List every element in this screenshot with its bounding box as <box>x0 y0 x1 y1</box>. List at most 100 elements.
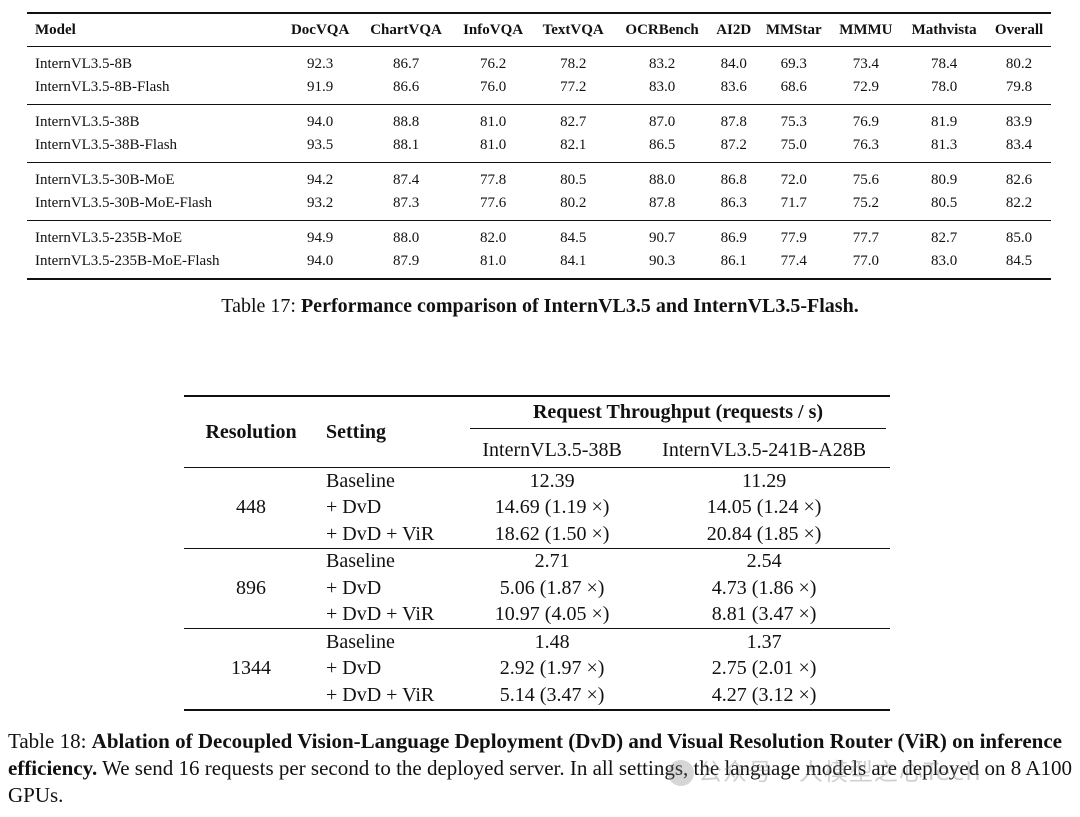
score-cell: 93.5 <box>307 137 334 153</box>
score-cell: 82.2 <box>1005 195 1033 211</box>
score-cell: 94.0 <box>307 253 334 269</box>
table-row: + DvD 14.69 (1.19 ×) 14.05 (1.24 ×) <box>184 495 890 522</box>
table-row: InternVL3.5-38B 94.0 88.8 81.0 82.7 87.0 87.8 7… <box>27 105 1051 135</box>
setting-cell: + DvD + ViR <box>326 522 435 545</box>
setting-cell: Baseline <box>326 469 395 492</box>
table-row: 1344 Baseline 1.48 1.37 <box>184 629 890 680</box>
watermark: 公众号 · 人模型之心Tech <box>668 752 982 787</box>
score-cell: 82.6 <box>1005 172 1033 188</box>
table-header-row: Model DocVQA ChartVQA InfoVQA TextVQA OC… <box>27 13 1051 47</box>
score-cell: 86.9 <box>720 230 747 246</box>
score-cell: 94.9 <box>307 230 334 246</box>
score-cell: 87.8 <box>648 195 676 211</box>
score-cell: 81.9 <box>930 114 958 130</box>
col-header-resolution: Resolution <box>205 420 297 443</box>
wechat-icon <box>668 760 694 786</box>
watermark-text: 公众号 · 人模型之心Tech <box>698 758 982 786</box>
score-cell: 86.6 <box>392 79 420 95</box>
score-cell: 69.3 <box>780 56 807 72</box>
score-cell: 83.2 <box>648 56 676 72</box>
score-cell: 90.3 <box>648 253 676 269</box>
model-name-cell: InternVL3.5-235B-MoE-Flash <box>35 253 220 269</box>
col-header-throughput: Request Throughput (requests / s) <box>466 396 890 433</box>
table-row: InternVL3.5-8B 92.3 86.7 76.2 78.2 83.2 84.0 69… <box>27 47 1051 77</box>
score-cell: 81.0 <box>479 114 507 130</box>
score-cell: 76.2 <box>479 56 507 72</box>
setting-cell: + DvD <box>326 496 382 519</box>
score-cell: 77.6 <box>479 195 507 211</box>
col-header-overall: Overall <box>994 21 1044 38</box>
performance-table-17: Model DocVQA ChartVQA InfoVQA TextVQA OC… <box>27 12 1051 280</box>
model-name-cell: InternVL3.5-30B-MoE <box>35 172 175 188</box>
score-cell: 76.3 <box>852 137 879 153</box>
table-header-row: Resolution Setting Request Throughput (r… <box>184 396 890 443</box>
throughput-header-label: Request Throughput (requests / s) <box>470 401 886 429</box>
score-cell: 78.2 <box>560 56 587 72</box>
table-row: + DvD 2.92 (1.97 ×) 2.75 (2.01 ×) <box>184 656 890 683</box>
table-row: InternVL3.5-8B-Flash 91.9 86.6 76.0 77.2 83.0… <box>27 76 1051 105</box>
table-row: InternVL3.5-30B-MoE 94.2 87.4 77.8 80.5 88.0 8… <box>27 163 1051 193</box>
col-header-model-38b: InternVL3.5-38B <box>482 438 622 461</box>
col-header-setting: Setting <box>326 420 386 443</box>
score-cell: 83.4 <box>1005 137 1033 153</box>
throughput-cell: 5.06 (1.87 ×) <box>499 576 605 599</box>
score-cell: 84.1 <box>560 253 587 269</box>
caption-body: We send 16 requests per second to the de… <box>8 756 1072 807</box>
score-cell: 79.8 <box>1005 79 1033 95</box>
col-header-mmstar: MMStar <box>765 21 822 38</box>
model-name-cell: InternVL3.5-8B <box>35 56 133 72</box>
score-cell: 88.1 <box>392 137 420 153</box>
score-cell: 76.0 <box>479 79 507 95</box>
score-cell: 86.1 <box>720 253 747 269</box>
score-cell: 87.0 <box>648 114 676 130</box>
table-row: InternVL3.5-30B-MoE-Flash 93.2 87.3 77.6 80.… <box>27 192 1051 221</box>
score-cell: 78.0 <box>930 79 958 95</box>
col-header-docvqa: DocVQA <box>290 21 350 38</box>
table-row: 896 Baseline 2.71 2.54 <box>184 548 890 599</box>
throughput-cell: 12.39 <box>529 469 575 492</box>
score-cell: 80.2 <box>1005 56 1033 72</box>
col-header-model-241b: InternVL3.5-241B-A28B <box>662 438 867 461</box>
score-cell: 86.8 <box>720 172 747 188</box>
resolution-cell: 896 <box>236 576 266 599</box>
score-cell: 72.0 <box>780 172 807 188</box>
score-cell: 83.0 <box>930 253 958 269</box>
caption-label: Table 18: <box>8 729 87 753</box>
score-cell: 80.2 <box>560 195 587 211</box>
table-row: 448 Baseline 12.39 11.29 <box>184 468 890 519</box>
throughput-cell: 4.27 (3.12 ×) <box>711 683 817 706</box>
score-cell: 83.0 <box>648 79 676 95</box>
table-17-caption: Table 17: Performance comparison of Inte… <box>0 295 1080 318</box>
throughput-cell: 2.54 <box>746 550 782 573</box>
score-cell: 94.2 <box>307 172 334 188</box>
caption-title: Ablation of Decoupled Vision-Language De… <box>8 729 1062 780</box>
score-cell: 86.3 <box>720 195 747 211</box>
score-cell: 82.7 <box>560 114 587 130</box>
col-header-infovqa: InfoVQA <box>463 21 524 38</box>
setting-cell: Baseline <box>326 630 395 653</box>
score-cell: 93.2 <box>307 195 334 211</box>
table-row: InternVL3.5-235B-MoE-Flash 94.0 87.9 81.0 84… <box>27 250 1051 279</box>
setting-cell: + DvD <box>326 657 382 680</box>
score-cell: 76.9 <box>852 114 879 130</box>
score-cell: 68.6 <box>780 79 807 95</box>
score-cell: 84.5 <box>560 230 587 246</box>
score-cell: 84.0 <box>720 56 747 72</box>
col-header-ai2d: AI2D <box>716 21 752 38</box>
score-cell: 85.0 <box>1005 230 1033 246</box>
score-cell: 88.0 <box>392 230 420 246</box>
table-row: + DvD + ViR 10.97 (4.05 ×) 8.81 (3.47 ×) <box>184 602 890 629</box>
score-cell: 94.0 <box>307 114 334 130</box>
table-17-body: InternVL3.5-8B 92.3 86.7 76.2 78.2 83.2 84.0 69… <box>27 47 1051 279</box>
col-header-chartvqa: ChartVQA <box>370 21 442 38</box>
score-cell: 78.4 <box>930 56 958 72</box>
throughput-cell: 1.48 <box>534 630 570 653</box>
throughput-cell: 11.29 <box>741 469 787 492</box>
score-cell: 87.4 <box>392 172 420 188</box>
throughput-table-18: Resolution Setting Request Throughput (r… <box>184 395 890 711</box>
score-cell: 81.3 <box>930 137 958 153</box>
score-cell: 75.3 <box>780 114 807 130</box>
score-cell: 75.0 <box>780 137 807 153</box>
table-18-caption: Table 18: Ablation of Decoupled Vision-L… <box>8 728 1074 809</box>
col-header-mmmu: MMMU <box>839 21 893 38</box>
